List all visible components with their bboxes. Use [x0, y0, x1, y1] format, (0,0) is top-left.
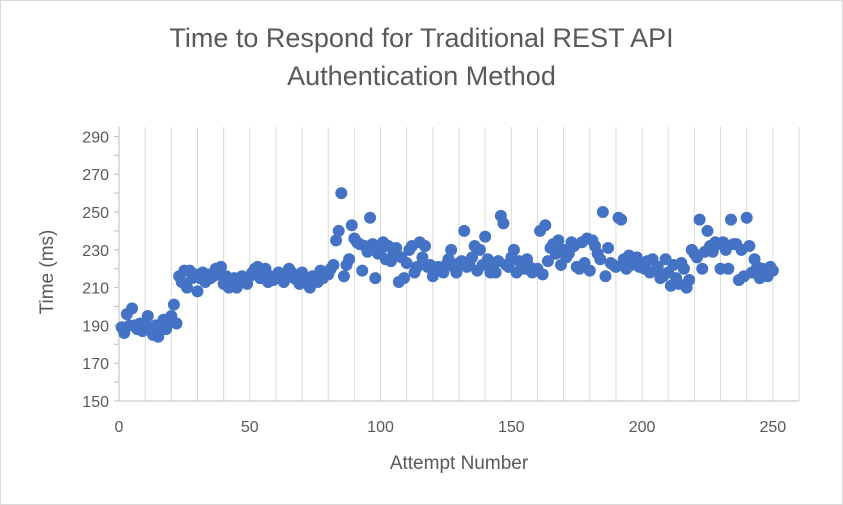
- data-point: [766, 264, 779, 277]
- data-point: [369, 272, 382, 285]
- x-tick-label: 200: [629, 419, 656, 436]
- data-point: [181, 281, 193, 294]
- data-point: [743, 240, 756, 253]
- axes: [118, 127, 799, 402]
- data-point: [602, 241, 615, 254]
- data-point: [364, 211, 377, 224]
- x-axis-ticks: 0 50 100 150 200 250: [115, 419, 787, 436]
- data-point: [615, 213, 628, 226]
- y-tick-label: 210: [82, 281, 109, 298]
- y-tick-label: 250: [82, 205, 109, 222]
- data-point: [390, 241, 403, 254]
- data-point: [696, 262, 709, 275]
- data-point: [167, 298, 180, 311]
- data-point: [740, 211, 753, 224]
- data-point: [539, 219, 552, 232]
- y-axis-ticks: 150 170 190 210 230 250 270 290: [82, 129, 119, 411]
- chart-title: Time to Respond for Traditional REST API…: [0, 19, 843, 95]
- data-point: [335, 187, 348, 200]
- data-point: [332, 224, 345, 237]
- data-point: [651, 260, 664, 273]
- data-point: [152, 330, 165, 343]
- data-point: [609, 260, 622, 273]
- data-point: [722, 262, 735, 275]
- data-point: [466, 251, 479, 264]
- data-point: [141, 309, 154, 322]
- data-point: [327, 258, 340, 271]
- data-point: [400, 257, 413, 270]
- x-tick-label: 100: [367, 419, 394, 436]
- y-tick-label: 230: [82, 243, 109, 260]
- data-point: [458, 224, 471, 237]
- data-point: [701, 224, 714, 237]
- data-point: [596, 206, 609, 219]
- x-tick-label: 0: [115, 419, 124, 436]
- chart-title-line-2: Authentication Method: [287, 61, 556, 91]
- data-point: [552, 234, 565, 247]
- data-point: [473, 243, 486, 256]
- data-point: [337, 270, 350, 283]
- y-tick-label: 170: [82, 356, 109, 373]
- data-point: [583, 264, 596, 277]
- data-point: [497, 217, 510, 230]
- data-point: [330, 234, 343, 247]
- x-tick-label: 150: [498, 419, 525, 436]
- data-point: [725, 213, 737, 226]
- data-point: [398, 272, 411, 285]
- data-point: [594, 253, 607, 266]
- data-point: [683, 274, 696, 287]
- data-point: [416, 251, 429, 264]
- data-point: [481, 253, 494, 266]
- data-point: [191, 285, 204, 298]
- x-tick-label: 50: [241, 419, 259, 436]
- data-point: [126, 302, 139, 315]
- data-point: [445, 243, 458, 256]
- data-point: [170, 317, 183, 330]
- x-axis-title: Attempt Number: [390, 453, 529, 474]
- y-tick-label: 270: [82, 167, 109, 184]
- data-point: [541, 255, 554, 268]
- data-point: [677, 262, 690, 275]
- data-point: [345, 219, 358, 232]
- data-points: [115, 187, 779, 343]
- data-point: [343, 253, 356, 266]
- data-point: [479, 230, 492, 243]
- data-point: [693, 213, 706, 226]
- data-point: [489, 266, 502, 279]
- y-tick-label: 190: [82, 318, 109, 335]
- data-point: [411, 260, 424, 273]
- y-tick-label: 150: [82, 394, 109, 411]
- data-point: [215, 260, 227, 273]
- x-tick-label: 250: [759, 419, 786, 436]
- chart-title-line-1: Time to Respond for Traditional REST API: [169, 23, 674, 53]
- data-point: [507, 243, 520, 256]
- y-axis-title: Time (ms): [37, 230, 58, 315]
- data-point: [356, 264, 369, 277]
- data-point: [536, 268, 549, 281]
- data-point: [450, 266, 463, 279]
- data-point: [419, 240, 431, 253]
- data-point: [296, 266, 309, 279]
- y-tick-label: 290: [82, 129, 109, 146]
- data-point: [599, 270, 612, 283]
